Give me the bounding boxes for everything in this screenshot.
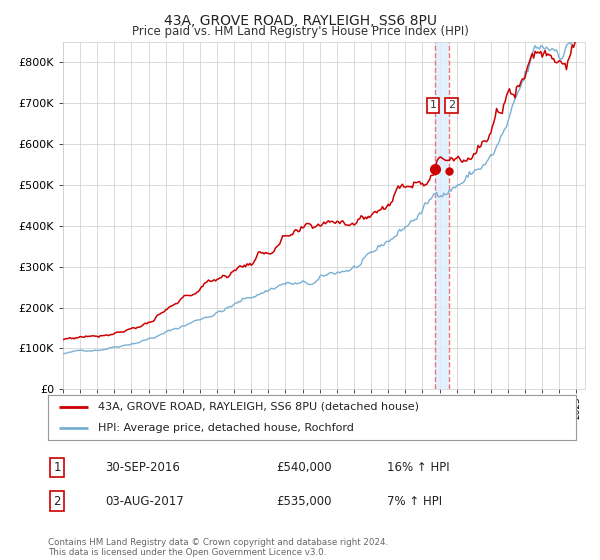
Text: 1: 1 <box>53 461 61 474</box>
Text: 16% ↑ HPI: 16% ↑ HPI <box>387 461 449 474</box>
Text: 03-AUG-2017: 03-AUG-2017 <box>105 494 184 508</box>
Text: £535,000: £535,000 <box>276 494 331 508</box>
Text: 2: 2 <box>53 494 61 508</box>
Text: 43A, GROVE ROAD, RAYLEIGH, SS6 8PU (detached house): 43A, GROVE ROAD, RAYLEIGH, SS6 8PU (deta… <box>98 402 419 412</box>
Text: Price paid vs. HM Land Registry's House Price Index (HPI): Price paid vs. HM Land Registry's House … <box>131 25 469 38</box>
Text: 30-SEP-2016: 30-SEP-2016 <box>105 461 180 474</box>
Text: 1: 1 <box>430 100 437 110</box>
Text: 43A, GROVE ROAD, RAYLEIGH, SS6 8PU: 43A, GROVE ROAD, RAYLEIGH, SS6 8PU <box>163 14 437 28</box>
Text: 2: 2 <box>448 100 455 110</box>
Text: 7% ↑ HPI: 7% ↑ HPI <box>387 494 442 508</box>
Text: £540,000: £540,000 <box>276 461 332 474</box>
Text: Contains HM Land Registry data © Crown copyright and database right 2024.
This d: Contains HM Land Registry data © Crown c… <box>48 538 388 557</box>
Bar <box>435 42 449 389</box>
Text: HPI: Average price, detached house, Rochford: HPI: Average price, detached house, Roch… <box>98 422 354 432</box>
